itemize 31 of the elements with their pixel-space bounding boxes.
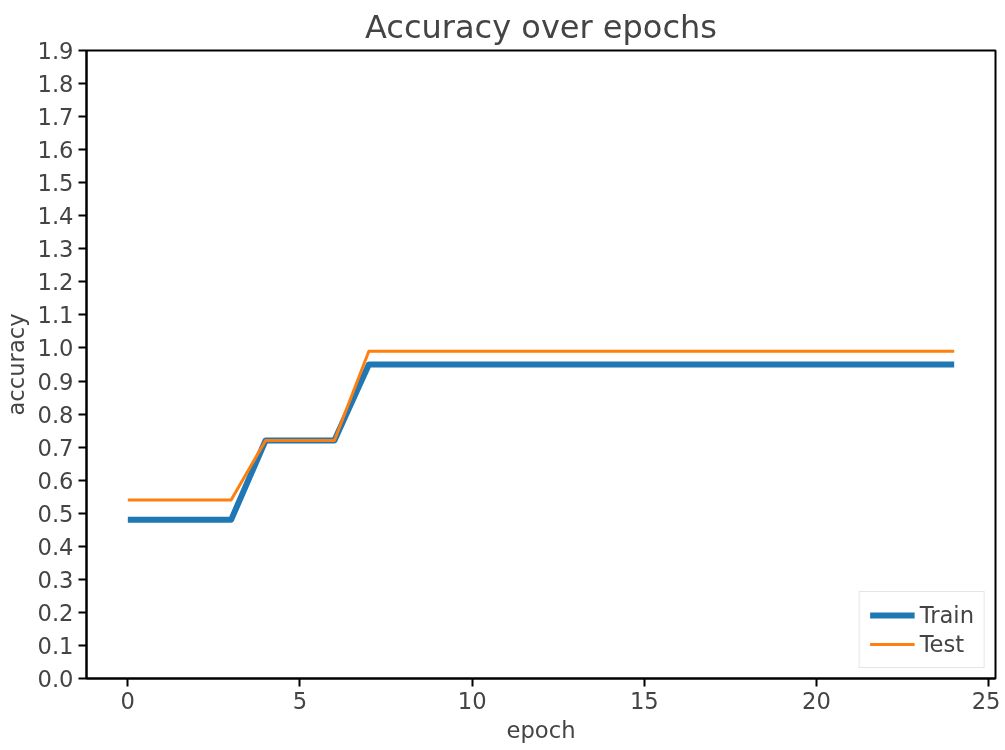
y-tick-label: 0.0 xyxy=(37,666,74,692)
y-tick-label: 1.0 xyxy=(37,335,74,362)
y-tick-label: 1.7 xyxy=(37,104,74,131)
legend-label: Test xyxy=(919,631,965,657)
y-tick-label: 0.6 xyxy=(37,467,74,494)
x-axis-title: epoch xyxy=(506,716,576,743)
y-tick-label: 1.8 xyxy=(37,71,74,98)
y-tick-label: 0.1 xyxy=(37,632,74,659)
y-tick-label: 1.3 xyxy=(37,236,74,263)
y-tick-label: 0.5 xyxy=(37,500,74,527)
x-tick-label: 20 xyxy=(802,687,831,714)
x-tick-label: 25 xyxy=(971,687,1001,714)
y-tick-label: 0.7 xyxy=(37,434,74,461)
x-tick-label: 5 xyxy=(292,687,308,714)
chart-title: Accuracy over epochs xyxy=(365,7,717,46)
y-tick-label: 0.8 xyxy=(37,401,74,428)
y-tick-label: 0.9 xyxy=(37,368,74,395)
x-tick-label: 0 xyxy=(120,687,136,714)
y-tick-label: 1.6 xyxy=(37,137,74,164)
y-tick-label: 0.4 xyxy=(37,533,74,560)
y-tick-label: 1.9 xyxy=(37,38,74,64)
legend-label: Train xyxy=(919,602,974,628)
y-tick-label: 1.1 xyxy=(37,302,74,329)
y-tick-label: 1.4 xyxy=(37,203,74,230)
y-tick-label: 1.2 xyxy=(37,269,74,296)
y-tick-label: 1.5 xyxy=(37,170,74,197)
x-tick-label: 15 xyxy=(629,687,659,714)
x-tick-label: 10 xyxy=(457,687,487,714)
y-axis-title: accuracy xyxy=(3,313,30,416)
y-tick-label: 0.3 xyxy=(37,566,74,593)
y-tick-label: 0.2 xyxy=(37,599,74,626)
